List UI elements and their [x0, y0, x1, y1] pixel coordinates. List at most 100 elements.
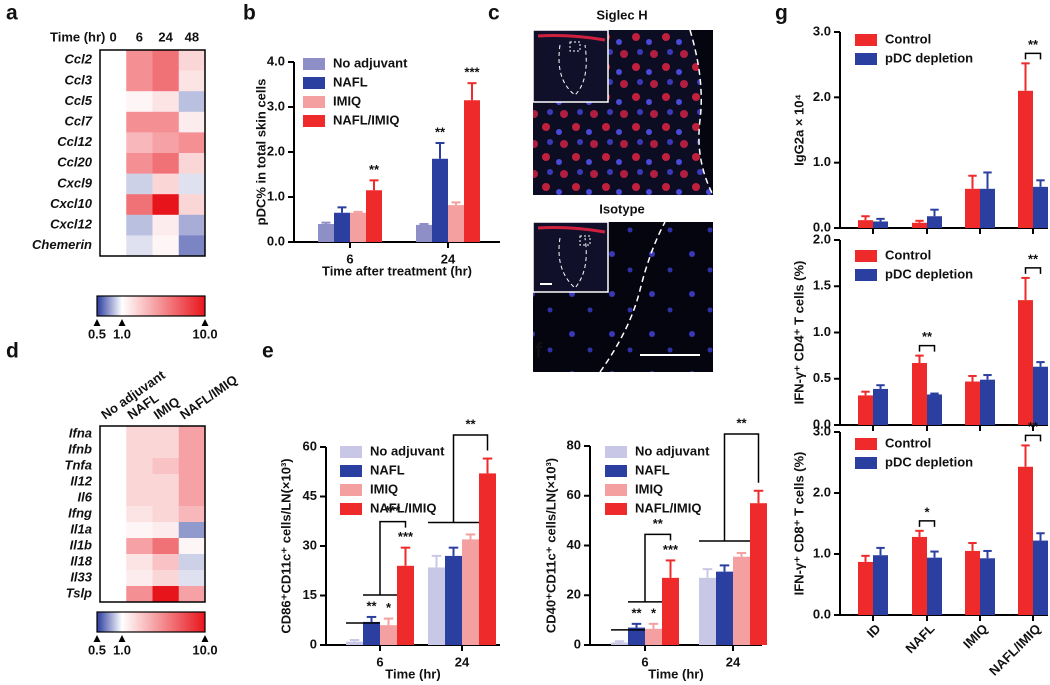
heatmap-cell: [126, 70, 153, 92]
heatmap-cell: [126, 132, 153, 154]
heatmap-cell: [178, 538, 206, 555]
row-label: Il6: [78, 489, 93, 504]
x-tick-label: NAFL: [902, 621, 937, 656]
legend-label: No adjuvant: [333, 55, 408, 70]
bar: [980, 188, 995, 228]
heatmap-cell: [126, 426, 153, 443]
legend-label: Control: [885, 435, 931, 450]
bar: [1033, 540, 1048, 615]
colorbar-label: 10.0: [192, 642, 217, 657]
bar: [750, 503, 767, 645]
colorbar-label: 0.5: [88, 642, 106, 657]
colorbar-label: 1.0: [113, 326, 131, 341]
heatmap-cell: [100, 426, 127, 443]
legend-swatch: [340, 503, 362, 515]
significance-bracket: [699, 433, 760, 542]
x-tick-label: 24: [455, 654, 470, 669]
heatmap-cell: [152, 235, 180, 257]
heatmap-cell: [152, 538, 180, 555]
legend-swatch: [855, 53, 877, 65]
bar: [464, 100, 480, 242]
row-label: Cxcl12: [50, 217, 93, 232]
legend-label: NAFL/IMIQ: [333, 112, 399, 127]
heatmap-cell: [100, 570, 127, 587]
legend-swatch: [303, 115, 325, 127]
heatmap-cell: [100, 442, 127, 459]
significance: **: [1028, 37, 1039, 52]
heatmap-cell: [178, 522, 206, 539]
heatmap-cell: [178, 173, 206, 195]
heatmap-cell: [152, 490, 180, 507]
legend-swatch: [605, 484, 627, 496]
colorbar: [96, 295, 206, 317]
bar: [462, 539, 479, 645]
row-label: Il33: [70, 569, 92, 584]
y-tick-label: 3.0: [267, 98, 285, 113]
legend-swatch: [303, 96, 325, 108]
bar: [965, 188, 980, 228]
heatmap-cell: [152, 91, 180, 113]
y-tick-label: 2.0: [813, 89, 831, 104]
heatmap-frame: [99, 425, 206, 603]
legend-swatch: [605, 446, 627, 458]
x-tick-label: NAFL/IMIQ: [986, 621, 1044, 679]
bar: [927, 557, 942, 615]
row-label: Ccl2: [65, 52, 93, 67]
y-tick-label: 20: [567, 587, 581, 602]
y-tick-label: 2.0: [813, 231, 831, 246]
y-tick-label: 0.0: [813, 219, 831, 234]
y-tick-label: 0: [574, 636, 581, 651]
bar: [965, 381, 980, 425]
column-label: 24: [158, 29, 173, 44]
colorbar-tick: [118, 635, 126, 642]
legend-swatch: [855, 250, 877, 262]
heatmap-cell: [178, 70, 206, 92]
bar: [448, 205, 464, 242]
bar: [858, 220, 873, 228]
heatmap-cell: [100, 173, 127, 195]
legend-swatch: [303, 58, 325, 70]
y-tick-label: 45: [303, 488, 317, 503]
row-label: Ifna: [69, 425, 92, 440]
legend-label: NAFL/IMIQ: [635, 500, 701, 515]
row-label: Il1a: [70, 521, 92, 536]
panel-label: g: [775, 2, 788, 25]
heatmap-cell: [126, 235, 153, 257]
x-tick-label: 24: [441, 251, 456, 266]
heatmap-cell: [100, 506, 127, 523]
heatmap-cell: [100, 70, 127, 92]
heatmap-cell: [178, 554, 206, 571]
heatmap-cell: [152, 50, 180, 72]
legend-swatch: [340, 446, 362, 458]
heatmap-cell: [178, 91, 206, 113]
legend-label: IMIQ: [333, 93, 361, 108]
bar: [927, 216, 942, 228]
bar: [397, 565, 414, 645]
y-tick-label: 60: [567, 487, 581, 502]
heatmap-cell: [152, 70, 180, 92]
heatmap-cell: [152, 586, 180, 603]
bar: [428, 567, 445, 645]
heatmap-cell: [178, 442, 206, 459]
legend-label: Control: [885, 31, 931, 46]
panel-label: c: [488, 2, 500, 25]
heatmap-cell: [126, 194, 153, 216]
y-tick-label: 0.0: [813, 606, 831, 621]
panel-label: b: [243, 2, 256, 25]
y-tick-label: 1.0: [267, 188, 285, 203]
heatmap-cell: [100, 474, 127, 491]
significance-bracket: [1024, 434, 1042, 442]
bar: [346, 641, 363, 645]
y-tick-label: 40: [567, 537, 581, 552]
x-tick-label: 6: [376, 654, 383, 669]
colorbar: [96, 611, 206, 633]
heatmap-cell: [126, 214, 153, 236]
bar: [1033, 366, 1048, 425]
significance-bracket: [363, 520, 407, 596]
significance: **: [1028, 251, 1039, 266]
legend-swatch: [605, 503, 627, 515]
legend-label: IMIQ: [635, 481, 663, 496]
bar: [927, 394, 942, 425]
heatmap-cell: [152, 570, 180, 587]
significance-bracket: [1024, 52, 1042, 60]
